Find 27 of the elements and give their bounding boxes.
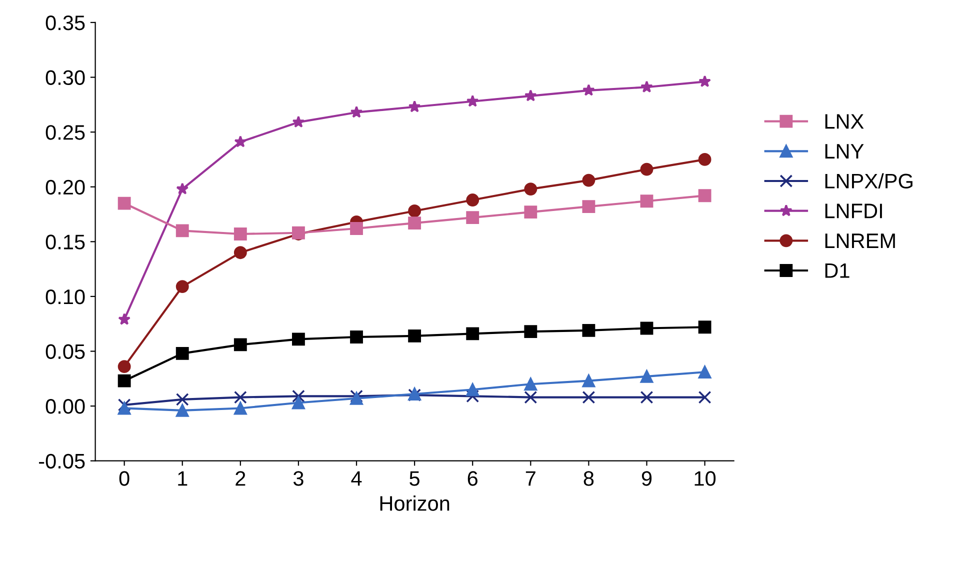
legend-label: LNFDI [825, 204, 882, 218]
x-tick-label: 7 [526, 471, 536, 486]
x-tick-label: 3 [293, 471, 304, 486]
x-tick-label: 8 [584, 471, 594, 486]
y-tick-label: 0.10 [46, 289, 85, 304]
y-tick-label: -0.05 [39, 454, 85, 469]
x-tick-label: 4 [351, 471, 362, 486]
y-tick-label: 0.30 [46, 70, 85, 86]
y-tick-label: 0.05 [46, 344, 85, 360]
legend-label: LNPX/PG [825, 173, 912, 188]
x-tick-label: 10 [694, 471, 716, 486]
x-tick-label: 2 [236, 471, 246, 486]
x-axis-title: Horizon [380, 496, 450, 511]
x-tick-label: 6 [468, 471, 478, 486]
y-tick-label: 0.20 [46, 180, 85, 195]
legend-label: LNY [825, 144, 864, 158]
legend-label: LNREM [825, 234, 895, 248]
y-tick-label: 0.15 [46, 234, 85, 250]
x-tick-label: 0 [119, 471, 130, 486]
x-tick-label: 9 [642, 471, 652, 486]
legend-label: LNX [825, 114, 864, 129]
legend-label: D1 [825, 263, 850, 278]
x-tick-label: 1 [178, 471, 188, 486]
x-tick-label: 5 [410, 471, 420, 486]
y-tick-label: 0.35 [46, 15, 85, 30]
y-tick-label: 0.25 [46, 125, 85, 140]
y-tick-label: 0.00 [46, 399, 85, 414]
